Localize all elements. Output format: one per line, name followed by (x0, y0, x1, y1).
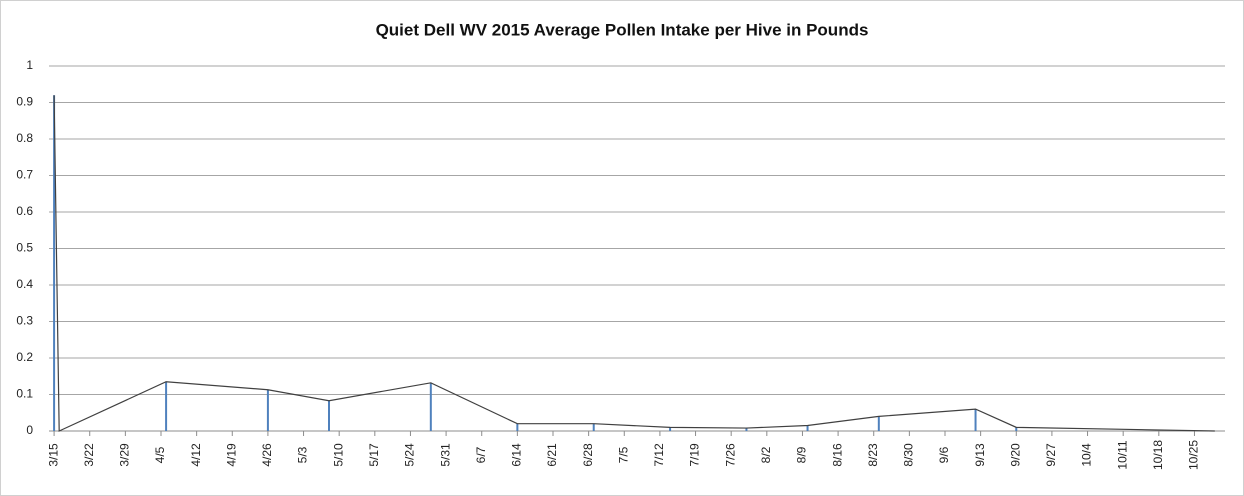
x-tick-label: 10/11 (1115, 440, 1129, 469)
x-tick-label: 4/19 (224, 443, 238, 467)
x-tick-label: 4/5 (153, 446, 167, 463)
x-tick-label: 9/20 (1008, 443, 1022, 467)
x-tick-label: 7/26 (723, 443, 737, 467)
x-tick-label: 8/2 (759, 446, 773, 463)
x-tick-label: 8/30 (902, 443, 916, 467)
x-tick-label: 5/31 (438, 443, 452, 467)
chart-title: Quiet Dell WV 2015 Average Pollen Intake… (376, 20, 869, 39)
x-tick-label: 4/26 (260, 443, 274, 467)
y-tick-label: 0.5 (16, 241, 33, 255)
x-tick-label: 7/5 (616, 446, 630, 463)
x-tick-label: 10/4 (1080, 443, 1094, 467)
y-tick-label: 0.9 (16, 95, 33, 109)
x-tick-label: 6/14 (510, 443, 524, 467)
x-tick-label: 9/13 (973, 443, 987, 467)
x-tick-label: 10/18 (1151, 440, 1165, 470)
y-tick-label: 0.6 (16, 204, 33, 218)
y-tick-label: 1 (26, 58, 33, 72)
x-tick-label: 10/25 (1187, 440, 1201, 470)
y-tick-label: 0.3 (16, 314, 33, 328)
x-tick-label: 8/9 (795, 446, 809, 463)
y-tick-label: 0.1 (16, 387, 33, 401)
x-tick-label: 9/6 (937, 446, 951, 463)
x-tick-label: 8/23 (866, 443, 880, 467)
x-tick-label: 6/28 (581, 443, 595, 467)
x-tick-label: 5/17 (367, 443, 381, 467)
x-tick-label: 7/19 (688, 443, 702, 467)
y-tick-label: 0.4 (16, 277, 33, 291)
x-tick-label: 8/16 (830, 443, 844, 467)
y-tick-label: 0.2 (16, 350, 33, 364)
x-tick-label: 4/12 (189, 443, 203, 467)
x-tick-label: 5/24 (403, 443, 417, 467)
x-tick-label: 5/10 (331, 443, 345, 467)
x-tick-label: 6/21 (545, 443, 559, 467)
x-tick-label: 3/29 (118, 443, 132, 467)
x-tick-label: 9/27 (1044, 443, 1058, 467)
x-tick-label: 5/3 (296, 446, 310, 463)
y-tick-label: 0 (26, 423, 33, 437)
y-tick-label: 0.8 (16, 131, 33, 145)
data-line (53, 95, 1215, 432)
x-tick-label: 3/15 (46, 443, 60, 467)
x-tick-label: 3/22 (82, 443, 96, 467)
x-tick-label: 7/12 (652, 443, 666, 467)
y-tick-label: 0.7 (16, 168, 33, 182)
x-tick-label: 6/7 (474, 446, 488, 463)
